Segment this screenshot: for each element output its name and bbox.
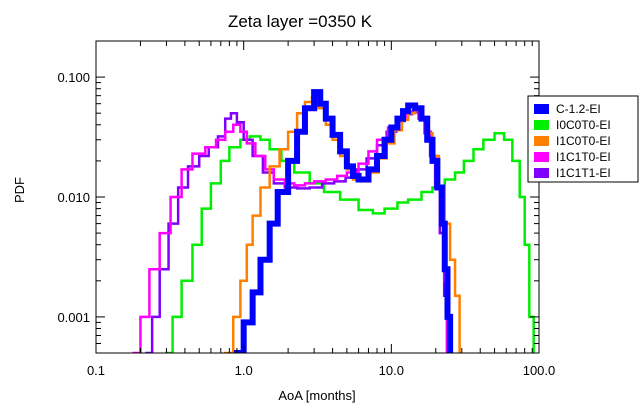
y-tick-label: 0.001	[57, 310, 90, 325]
y-tick-label: 0.100	[57, 70, 90, 85]
legend-label: I1C1T1-EI	[556, 166, 611, 180]
ticks-layer	[95, 40, 540, 354]
legend-label: I1C1T0-EI	[556, 150, 611, 164]
x-tick-label: 1.0	[235, 363, 253, 378]
series-line-C-1.2-EI	[233, 89, 454, 353]
legend-swatch	[534, 120, 549, 130]
series-line-I1C1T0-EI	[132, 109, 449, 353]
legend-swatch	[534, 136, 549, 146]
series-line-I0C0T0-EI	[165, 132, 535, 353]
y-axis-label: PDF	[12, 177, 27, 203]
y-tick-label: 0.010	[57, 190, 90, 205]
chart-title: Zeta layer =0350 K	[228, 12, 373, 31]
x-tick-label: 0.1	[87, 363, 105, 378]
legend-swatch	[534, 104, 549, 114]
series-layer	[132, 89, 535, 353]
legend: C-1.2-EI I0C0T0-EI I1C0T0-EI I1C1T0-EI I1C1T…	[527, 95, 639, 183]
legend-label: I0C0T0-EI	[556, 118, 611, 132]
plot-frame	[95, 40, 540, 354]
legend-swatch	[534, 152, 549, 162]
legend-label: C-1.2-EI	[556, 102, 601, 116]
legend-label: I1C0T0-EI	[556, 134, 611, 148]
x-tick-label: 10.0	[379, 363, 404, 378]
legend-swatch	[534, 168, 549, 178]
x-tick-label: 100.0	[523, 363, 556, 378]
x-axis-label: AoA [months]	[278, 388, 355, 403]
tick-labels-layer: 0.1 1.0 10.0 100.0 0.001 0.010 0.100	[57, 70, 555, 378]
